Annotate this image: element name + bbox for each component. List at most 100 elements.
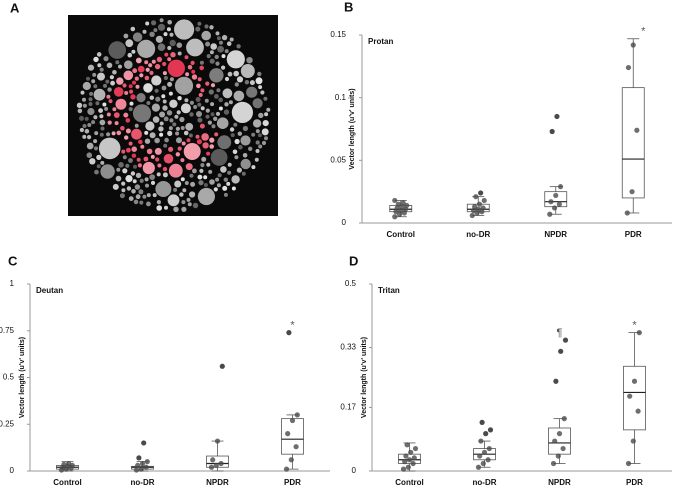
plate-dot (224, 76, 230, 82)
data-point (286, 330, 292, 336)
plate-dot (155, 157, 160, 162)
data-point (144, 459, 150, 465)
plate-dot (217, 173, 222, 178)
plate-dot (91, 120, 96, 125)
data-point (293, 444, 299, 450)
plate-dot (229, 127, 235, 132)
x-tick-label: PDR (284, 478, 301, 487)
plate-dot (229, 37, 234, 42)
plate-dot (86, 152, 93, 158)
plate-dot (189, 173, 194, 178)
data-point (627, 393, 633, 399)
plate-dot (113, 87, 124, 97)
plate-dot (146, 101, 151, 105)
data-point (553, 192, 559, 199)
plate-dot (258, 112, 264, 119)
plate-dot (139, 200, 144, 205)
plate-dot (166, 27, 171, 32)
data-point (634, 127, 640, 133)
plate-dot (159, 111, 166, 118)
data-point (283, 466, 290, 472)
data-point (141, 440, 147, 446)
plate-dot (167, 194, 180, 207)
plate-dot (144, 60, 149, 65)
plate-dot (121, 181, 126, 186)
plate-dot (100, 164, 115, 179)
plate-dot (151, 75, 162, 86)
data-point (486, 445, 492, 452)
plate-dot (230, 133, 235, 138)
plate-dot (149, 70, 154, 75)
plate-dot (191, 69, 196, 74)
plate-dot (258, 85, 263, 90)
data-point (550, 460, 557, 467)
data-point (557, 184, 564, 190)
data-point (214, 438, 221, 444)
plate-dot (91, 79, 96, 84)
plate-dot (167, 59, 185, 77)
plate-dot (181, 206, 187, 212)
plate-dot (238, 144, 243, 150)
plate-dot (137, 39, 156, 59)
plate-dot (209, 144, 214, 149)
plate-dot (201, 156, 207, 162)
plate-dot (214, 132, 219, 137)
plate-dot (189, 112, 194, 117)
plate-dot (242, 125, 248, 132)
plate-dot (130, 94, 136, 100)
data-point (487, 427, 494, 433)
data-point (213, 462, 219, 468)
plate-dot (248, 146, 253, 151)
plate-dot (184, 181, 189, 185)
plate-dot (132, 80, 136, 85)
panel-label: A (10, 0, 20, 15)
plate-dot (266, 107, 271, 112)
data-point (481, 449, 488, 455)
plate-dot (185, 122, 194, 131)
plate-dot (162, 71, 167, 76)
plate-dot (164, 137, 169, 143)
plate-dot (123, 33, 129, 39)
data-point (408, 449, 414, 455)
plate-dot (216, 111, 220, 116)
plate-dot (174, 76, 194, 95)
plate-dot (163, 153, 174, 164)
plate-dot (177, 51, 182, 56)
plate-dot (115, 175, 122, 182)
plate-dot (131, 146, 137, 152)
data-point (404, 442, 410, 448)
plate-dot (145, 121, 155, 131)
chart-title: Deutan (36, 286, 63, 295)
x-tick-label: no-DR (466, 230, 490, 239)
data-point (477, 453, 483, 459)
data-point (631, 378, 638, 384)
plate-dot (184, 55, 189, 60)
plate-dot (197, 102, 202, 107)
data-point (400, 200, 406, 206)
plate-dot (197, 117, 203, 123)
plate-dot (167, 81, 173, 87)
plate-dot (200, 106, 205, 111)
plate-dot (242, 153, 248, 158)
plate-dot (132, 104, 152, 123)
plate-dot (249, 80, 255, 86)
plate-dot (233, 70, 239, 77)
plate-dot (132, 32, 143, 42)
plate-dot (156, 56, 163, 63)
data-point (406, 457, 413, 463)
plate-dot (118, 64, 122, 69)
plate-dot (191, 74, 198, 80)
plate-dot (126, 186, 132, 191)
plate-dot (246, 57, 253, 64)
y-tick-label: 1 (10, 279, 15, 288)
plate-dot (190, 181, 196, 187)
plate-dot (226, 181, 231, 186)
plate-dot (211, 124, 216, 129)
data-point (473, 194, 479, 200)
data-point (560, 445, 566, 452)
plate-dot (148, 63, 153, 68)
plate-dot (197, 21, 202, 26)
plate-dot (174, 114, 179, 119)
data-point (143, 464, 149, 470)
